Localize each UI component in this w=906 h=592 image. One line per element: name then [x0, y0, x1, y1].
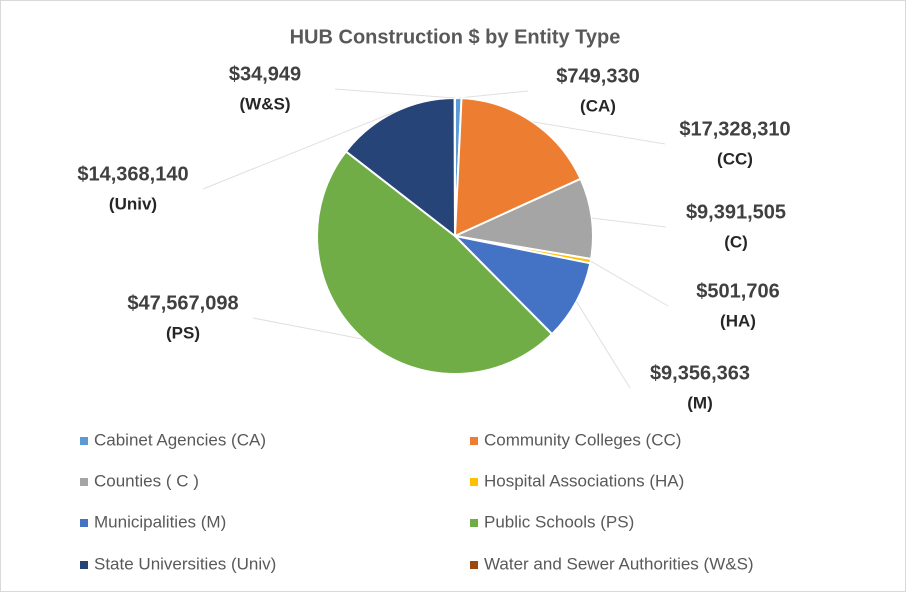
legend-label: Public Schools (PS): [484, 512, 634, 531]
data-label: $34,949: [229, 63, 301, 85]
pie-slice: [344, 96, 457, 239]
leader-line: [591, 217, 667, 228]
data-label: $14,368,140: [77, 163, 188, 185]
legend-swatch: [80, 478, 88, 486]
pie-slice: [316, 150, 554, 375]
leader-line: [590, 260, 669, 307]
leader-line: [202, 111, 395, 190]
legend-swatch: [80, 561, 88, 569]
leader-line: [576, 301, 631, 389]
slice-tag: (W&S): [240, 94, 291, 113]
data-label: $501,706: [696, 280, 779, 302]
leader-line: [458, 90, 529, 99]
slice-tag: (Univ): [109, 194, 157, 213]
data-label: $17,328,310: [679, 118, 790, 140]
leader-line: [532, 121, 666, 145]
legend-label: Municipalities (M): [94, 512, 226, 531]
data-label: $9,356,363: [650, 362, 750, 384]
pie-slice: [451, 177, 594, 261]
data-label: $47,567,098: [127, 292, 238, 314]
legend-swatch: [470, 478, 478, 486]
legend-label: Water and Sewer Authorities (W&S): [484, 554, 754, 573]
legend-label: Community Colleges (CC): [484, 430, 681, 449]
slice-tag: (CA): [580, 96, 616, 115]
chart-title: HUB Construction $ by Entity Type: [290, 26, 621, 48]
slice-tag: (HA): [720, 311, 756, 330]
legend-swatch: [470, 561, 478, 569]
slice-tag: (PS): [166, 323, 200, 342]
data-label: $749,330: [556, 65, 639, 87]
legend-swatch: [80, 437, 88, 445]
data-label: $9,391,505: [686, 201, 786, 223]
legend-label: Cabinet Agencies (CA): [94, 430, 266, 449]
legend-label: Counties ( C ): [94, 471, 199, 490]
slice-tag: (C): [724, 232, 748, 251]
legend-label: State Universities (Univ): [94, 554, 276, 573]
legend-swatch: [470, 437, 478, 445]
legend-swatch: [470, 519, 478, 527]
pie-slice: [451, 234, 592, 336]
slice-tag: (M): [687, 393, 712, 412]
leader-line: [252, 317, 364, 340]
legend-label: Hospital Associations (HA): [484, 471, 684, 490]
legend-swatch: [80, 519, 88, 527]
leader-line: [334, 88, 455, 99]
slice-tag: (CC): [717, 149, 753, 168]
